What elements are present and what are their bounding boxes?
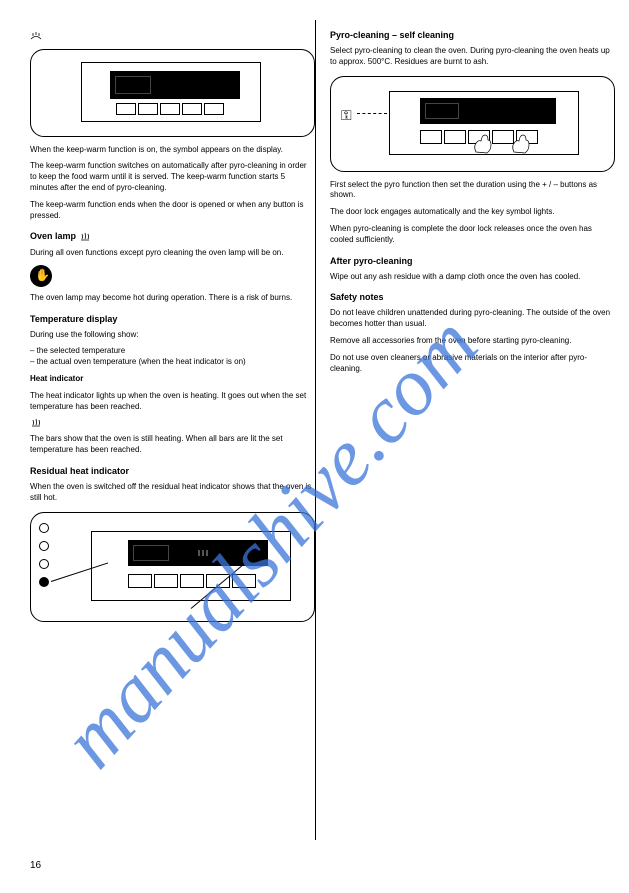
text-rp8: Do not use oven cleaners or abrasive mat… (330, 353, 615, 375)
text-hand-note: The oven lamp may become hot during oper… (30, 293, 315, 304)
text-p5c: The heat indicator lights up when the ov… (30, 391, 315, 413)
heading-safety: Safety notes (330, 292, 615, 302)
left-column: When the keep-warm function is on, the s… (30, 20, 315, 630)
heading-keep-warm (30, 30, 315, 41)
panel-button[interactable] (444, 130, 466, 144)
text-p6: The bars show that the oven is still hea… (30, 434, 315, 456)
control-panel (389, 91, 579, 155)
figure-pyro: ⚿ (330, 76, 615, 172)
text-rp6: Do not leave children unattended during … (330, 308, 615, 330)
text-rp2: First select the pyro function then set … (330, 180, 615, 202)
control-panel (81, 62, 261, 122)
dot (39, 523, 49, 533)
dot (39, 559, 49, 569)
heading-oven-lamp: Oven lamp (30, 231, 315, 242)
heading-temp-display: Temperature display (30, 314, 315, 324)
button-row (116, 103, 232, 115)
column-divider (315, 20, 316, 840)
keep-warm-icon (30, 31, 42, 41)
heading-residual-heat: Residual heat indicator (30, 466, 315, 476)
page-number-left: 16 (30, 860, 41, 871)
display (110, 71, 240, 99)
text-p7: When the oven is switched off the residu… (30, 482, 315, 504)
panel-button[interactable] (180, 574, 204, 588)
indicator-dots (39, 523, 49, 587)
text-p3: The keep-warm function ends when the doo… (30, 200, 315, 222)
finger-press-icon (508, 128, 532, 154)
panel-button[interactable] (232, 574, 256, 588)
text-p5b: Heat indicator (30, 374, 315, 385)
panel-button[interactable] (154, 574, 178, 588)
panel-button[interactable] (204, 103, 224, 115)
grill-icon (79, 232, 91, 242)
inline-grill-icon (30, 418, 315, 428)
button-row (128, 574, 268, 588)
panel-button[interactable] (182, 103, 202, 115)
finger-press-icon (470, 128, 494, 154)
heading-label: Oven lamp (30, 231, 76, 241)
text-p5-list: – the selected temperature – the actual … (30, 346, 315, 368)
right-column: Pyro-cleaning – self cleaning Select pyr… (330, 20, 615, 380)
panel-button[interactable] (128, 574, 152, 588)
hand-warning-icon (30, 265, 52, 287)
text-p5a: During use the following show: (30, 330, 315, 341)
panel-button[interactable] (160, 103, 180, 115)
text-p2: The keep-warm function switches on autom… (30, 161, 315, 193)
panel-button[interactable] (138, 103, 158, 115)
dashed-pointer (357, 113, 387, 114)
text-rp1: Select pyro-cleaning to clean the oven. … (330, 46, 615, 68)
text-rp7: Remove all accessories from the oven bef… (330, 336, 615, 347)
text-p4: During all oven functions except pyro cl… (30, 248, 315, 259)
figure-keep-warm (30, 49, 315, 137)
heading-after-pyro: After pyro-cleaning (330, 256, 615, 266)
figure-residual-heat (30, 512, 315, 622)
display (128, 540, 268, 566)
text-rp4: When pyro-cleaning is complete the door … (330, 224, 615, 246)
grill-icon (30, 418, 42, 428)
text-rp3: The door lock engages automatically and … (330, 207, 615, 218)
dot-filled (39, 577, 49, 587)
display (420, 98, 556, 124)
dot (39, 541, 49, 551)
text-p1: When the keep-warm function is on, the s… (30, 145, 315, 156)
panel-button[interactable] (420, 130, 442, 144)
panel-button[interactable] (116, 103, 136, 115)
control-panel (91, 531, 291, 601)
heading-pyro: Pyro-cleaning – self cleaning (330, 30, 615, 40)
key-icon: ⚿ (341, 107, 352, 124)
text-rp5: Wipe out any ash residue with a damp clo… (330, 272, 615, 283)
